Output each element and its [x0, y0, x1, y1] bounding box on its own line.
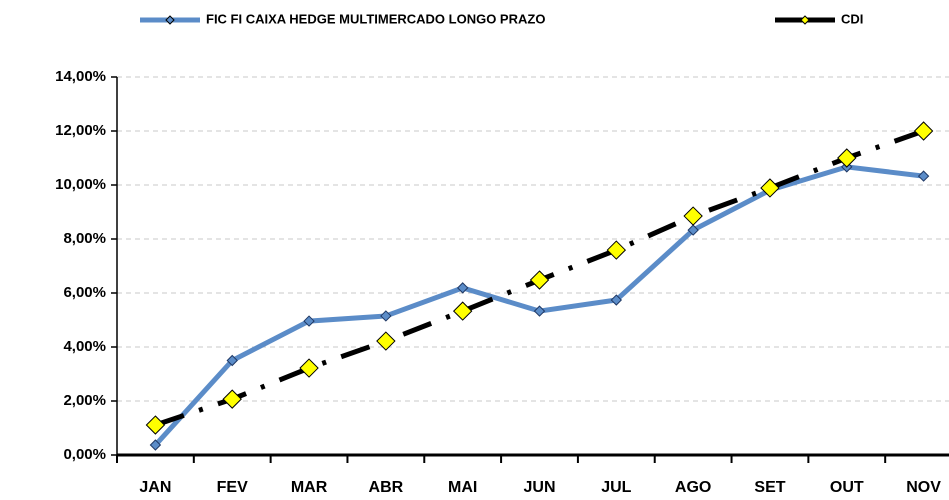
y-tick-label: 0,00% [63, 446, 106, 463]
marker [606, 240, 627, 260]
x-tick-label: JUN [523, 479, 555, 496]
marker [917, 170, 930, 182]
marker [299, 358, 319, 378]
marker [456, 282, 469, 294]
x-tick-label: FEV [217, 479, 248, 496]
x-tick-label: JUL [601, 479, 631, 496]
x-tick-label: MAR [291, 479, 328, 496]
marker [145, 415, 166, 435]
x-tick-label: OUT [830, 479, 864, 496]
marker [452, 301, 473, 321]
x-tick-label: JAN [139, 479, 171, 496]
marker [303, 315, 315, 327]
y-tick-label: 12,00% [55, 122, 106, 139]
marker [683, 206, 703, 226]
legend-marker [165, 15, 175, 25]
y-tick-label: 8,00% [63, 230, 106, 247]
marker [529, 270, 550, 290]
marker [222, 389, 242, 409]
x-tick-label: SET [754, 479, 785, 496]
marker [610, 294, 623, 306]
y-tick-label: 14,00% [55, 68, 106, 85]
marker [376, 331, 396, 351]
x-tick-label: NOV [906, 479, 941, 496]
legend-label: FIC FI CAIXA HEDGE MULTIMERCADO LONGO PR… [206, 11, 545, 26]
legend-label: CDI [841, 11, 863, 26]
x-tick-label: ABR [369, 479, 404, 496]
marker [687, 224, 699, 236]
marker [533, 305, 546, 317]
marker [226, 354, 238, 367]
marker [913, 121, 934, 141]
marker [380, 310, 392, 322]
y-tick-label: 6,00% [63, 284, 106, 301]
y-tick-label: 10,00% [55, 176, 106, 193]
legend-marker [800, 15, 810, 25]
x-tick-label: MAI [448, 479, 477, 496]
marker [760, 178, 780, 198]
y-tick-label: 4,00% [63, 338, 106, 355]
y-tick-label: 2,00% [63, 392, 106, 409]
marker [837, 148, 857, 168]
marker [149, 439, 162, 451]
x-tick-label: AGO [675, 479, 711, 496]
